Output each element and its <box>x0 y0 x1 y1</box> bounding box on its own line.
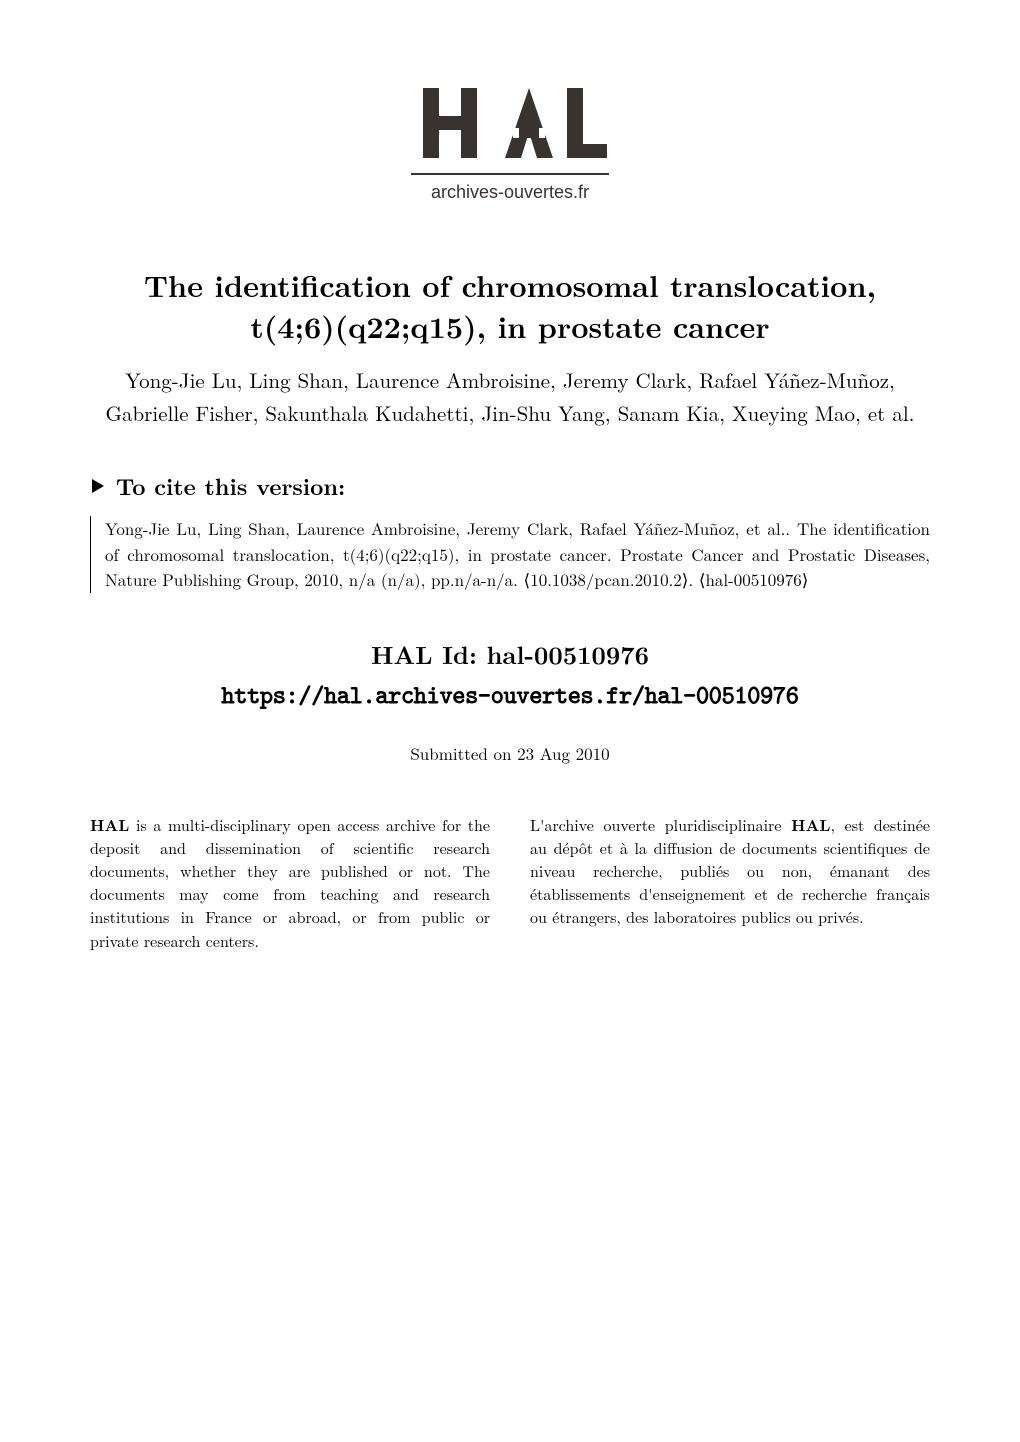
title-line-2: t(4;6)(q22;q15), in prostate cancer <box>250 304 769 347</box>
submitted-date: Submitted on 23 Aug 2010 <box>90 741 930 765</box>
hal-logo: archives-ouvertes.fr <box>90 80 930 215</box>
description-col-right: L'archive ouverte pluridisciplinaire HAL… <box>530 813 930 952</box>
triangle-right-icon <box>90 478 106 494</box>
hal-id-block: HAL Id: hal-00510976 https://hal.archive… <box>90 637 930 711</box>
logo-subtitle: archives-ouvertes.fr <box>431 182 589 202</box>
citation-heading-text: To cite this version: <box>116 469 345 502</box>
col-left-lead: HAL <box>90 813 129 836</box>
description-columns: HAL is a multi-disciplinary open access … <box>90 813 930 952</box>
hal-url: https://hal.archives-ouvertes.fr/hal-005… <box>90 678 930 711</box>
col-right-lead: HAL <box>791 813 830 836</box>
hal-id: HAL Id: hal-00510976 <box>90 637 930 672</box>
col-right-pre: L'archive ouverte pluridisciplinaire <box>530 813 791 836</box>
paper-title: The identification of chromosomal transl… <box>100 265 920 346</box>
hal-logo-svg: archives-ouvertes.fr <box>405 80 615 210</box>
author-list: Yong-Jie Lu, Ling Shan, Laurence Ambrois… <box>100 364 920 429</box>
citation-heading: To cite this version: <box>90 469 930 502</box>
citation-block: To cite this version: Yong-Jie Lu, Ling … <box>90 469 930 593</box>
title-line-1: The identification of chromosomal transl… <box>144 263 876 306</box>
col-left-rest: is a multi-disciplinary open access arch… <box>90 813 490 952</box>
citation-body: Yong-Jie Lu, Ling Shan, Laurence Ambrois… <box>90 516 930 593</box>
description-col-left: HAL is a multi-disciplinary open access … <box>90 813 490 952</box>
